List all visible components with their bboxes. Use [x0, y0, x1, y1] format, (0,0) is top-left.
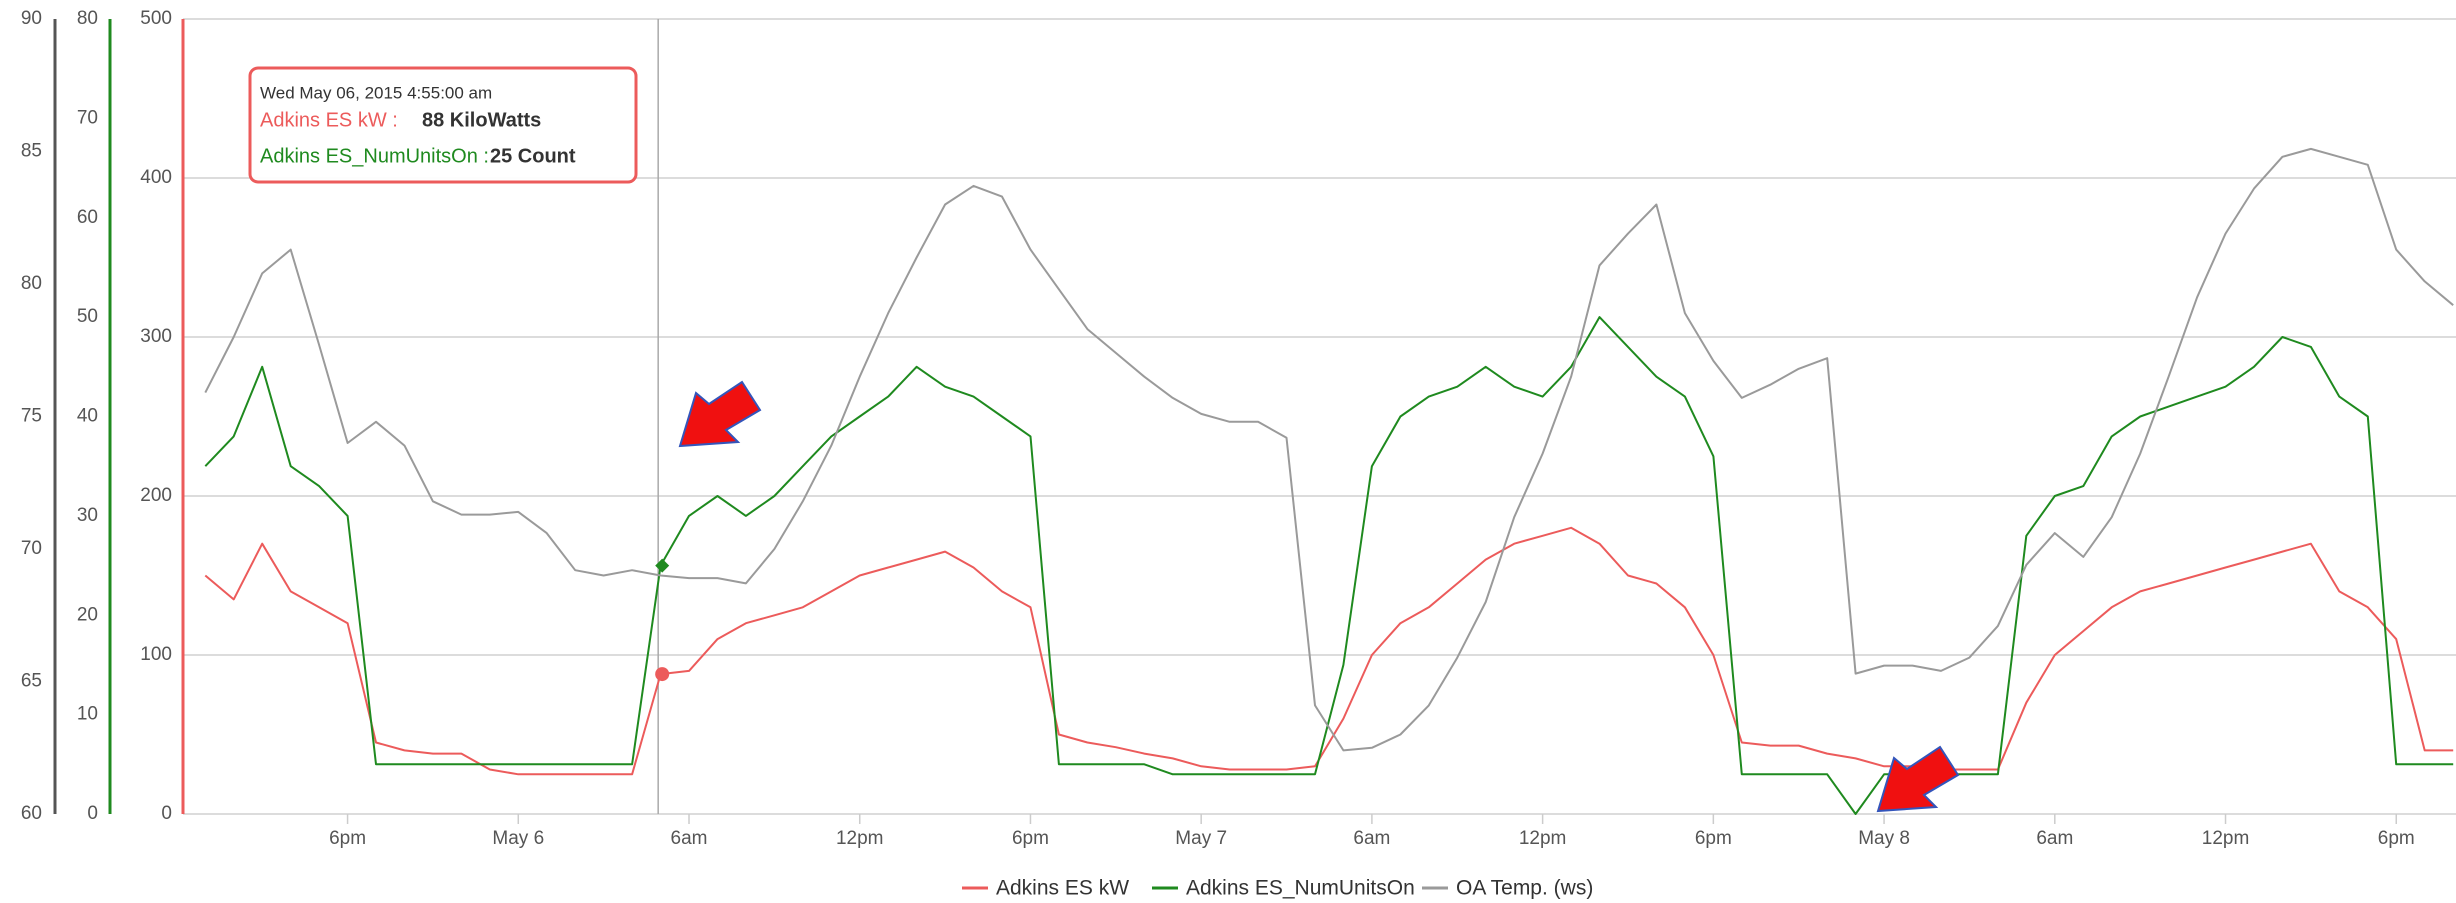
hover-marker — [655, 558, 670, 573]
y-tick-label: 65 — [21, 671, 42, 692]
x-tick-label: 6am — [1353, 828, 1390, 849]
legend-label: Adkins ES_NumUnitsOn — [1186, 877, 1415, 900]
y-tick-label: 100 — [140, 644, 172, 665]
tooltip-label: Adkins ES kW : — [260, 109, 398, 131]
y-tick-label: 400 — [140, 167, 172, 188]
y-tick-label: 75 — [21, 406, 42, 427]
x-tick-label: 12pm — [836, 828, 884, 849]
y-tick-label: 500 — [140, 8, 172, 29]
x-tick-label: May 6 — [492, 828, 544, 849]
tooltip-value: 88 KiloWatts — [422, 109, 541, 131]
y-tick-label: 85 — [21, 141, 42, 162]
tooltip: Wed May 06, 2015 4:55:00 am Adkins ES kW… — [248, 66, 638, 184]
y-tick-label: 10 — [77, 704, 98, 725]
y-tick-label: 60 — [77, 207, 98, 228]
y-tick-label: 90 — [21, 8, 42, 29]
plot-area: 0 100 200 300 400 500 60 65 70 75 80 85 90 0 10 20 30 40 5… — [21, 8, 2456, 900]
y-tick-label: 60 — [21, 803, 42, 824]
x-tick-label: 6am — [2036, 828, 2073, 849]
series-line — [204, 147, 2454, 752]
x-tick-label: 12pm — [2202, 828, 2250, 849]
legend-label: OA Temp. (ws) — [1456, 877, 1593, 900]
y-tick-label: 200 — [140, 485, 172, 506]
y-tick-label: 80 — [77, 8, 98, 29]
x-tick-label: May 7 — [1175, 828, 1227, 849]
tooltip-title: Wed May 06, 2015 4:55:00 am — [260, 83, 492, 102]
y-tick-label: 70 — [21, 538, 42, 559]
x-tick-label: 6pm — [1695, 828, 1732, 849]
y-tick-label: 70 — [77, 107, 98, 128]
x-tick-label: 6pm — [2378, 828, 2415, 849]
x-tick-label: 6pm — [1012, 828, 1049, 849]
y-tick-label: 300 — [140, 326, 172, 347]
y-tick-label: 0 — [87, 803, 98, 824]
y-tick-label: 80 — [21, 273, 42, 294]
y-tick-label: 40 — [77, 406, 98, 427]
tooltip-label: Adkins ES_NumUnitsOn : — [260, 145, 489, 167]
annotation-arrow — [1876, 745, 1960, 813]
x-tick-label: 6am — [671, 828, 708, 849]
legend-label: Adkins ES kW — [996, 877, 1129, 900]
x-tick-label: 12pm — [1519, 828, 1567, 849]
series-line — [204, 316, 2454, 815]
x-tick-label: 6pm — [329, 828, 366, 849]
x-tick-label: May 8 — [1858, 828, 1910, 849]
annotation-arrow — [678, 380, 762, 448]
y-tick-label: 20 — [77, 604, 98, 625]
y-tick-label: 30 — [77, 505, 98, 526]
y-tick-label: 0 — [161, 803, 172, 824]
series-line — [204, 526, 2454, 776]
tooltip-box — [248, 66, 638, 184]
hover-marker — [655, 667, 670, 682]
tooltip-value: 25 Count — [490, 145, 576, 167]
y-tick-label: 50 — [77, 306, 98, 327]
